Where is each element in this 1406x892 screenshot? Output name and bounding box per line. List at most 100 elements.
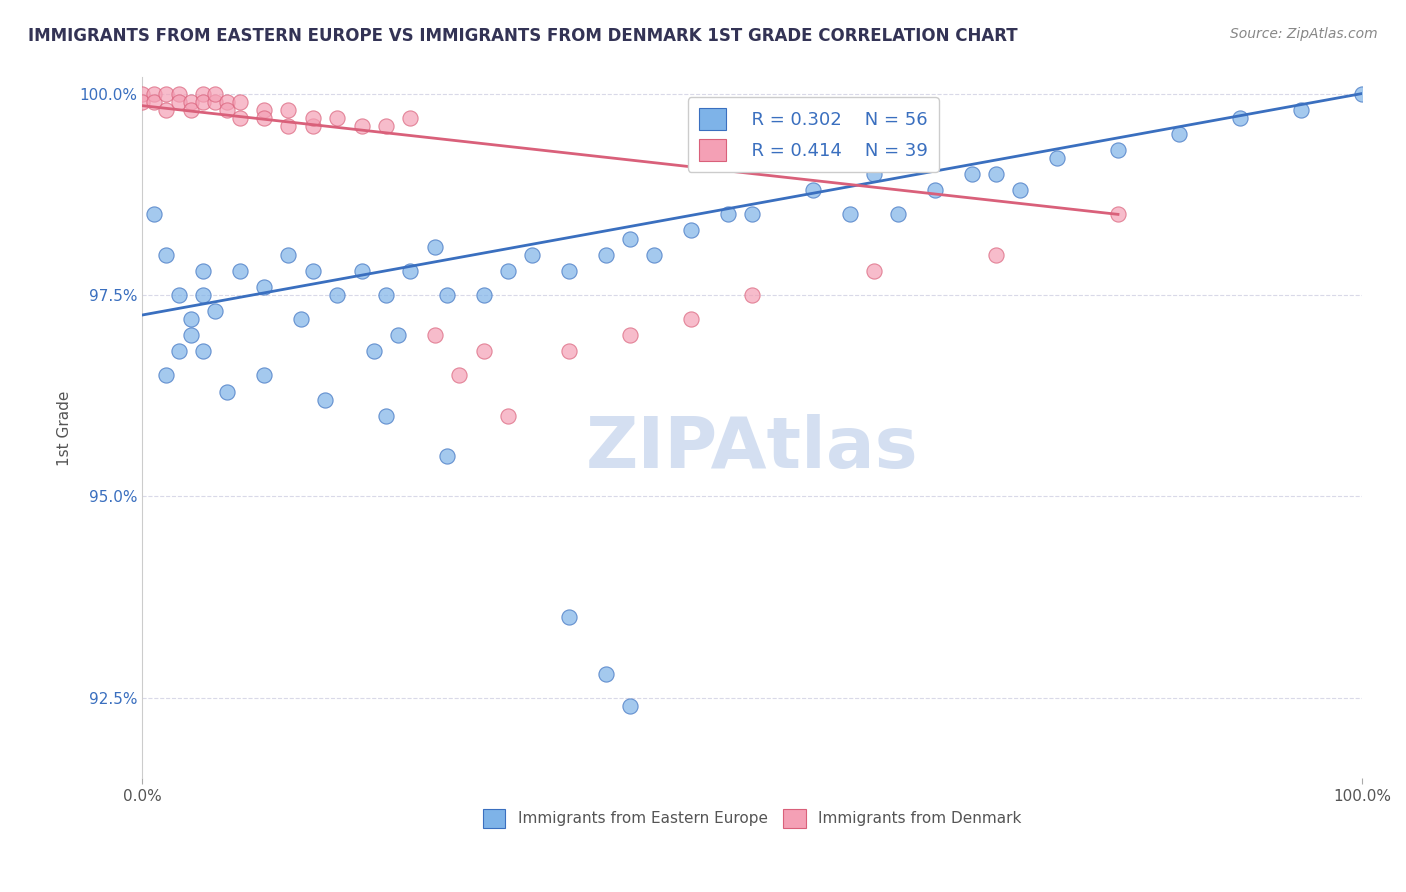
Point <box>436 449 458 463</box>
Point <box>167 344 190 359</box>
Point <box>180 95 202 109</box>
Point <box>204 304 226 318</box>
Point <box>167 288 190 302</box>
Point <box>301 111 323 125</box>
Point <box>143 95 166 109</box>
Point <box>363 344 385 359</box>
Point <box>191 264 214 278</box>
Point <box>191 87 214 101</box>
Point <box>204 95 226 109</box>
Point <box>131 87 153 101</box>
Point <box>301 119 323 133</box>
Point <box>619 328 641 343</box>
Point <box>716 207 738 221</box>
Point <box>191 344 214 359</box>
Point <box>253 368 276 383</box>
Point <box>1229 111 1251 125</box>
Point <box>472 288 495 302</box>
Point <box>314 392 336 407</box>
Point <box>277 119 299 133</box>
Point <box>301 264 323 278</box>
Point <box>1351 87 1374 101</box>
Point <box>496 264 519 278</box>
Point <box>1010 183 1032 197</box>
Point <box>155 103 177 117</box>
Point <box>558 344 581 359</box>
Point <box>326 288 349 302</box>
Point <box>167 95 190 109</box>
Point <box>167 87 190 101</box>
Point <box>228 111 250 125</box>
Point <box>155 247 177 261</box>
Point <box>350 264 373 278</box>
Point <box>558 610 581 624</box>
Point <box>1289 103 1312 117</box>
Point <box>595 247 617 261</box>
Point <box>375 288 398 302</box>
Point <box>423 328 446 343</box>
Point <box>143 87 166 101</box>
Point <box>180 312 202 326</box>
Point <box>277 247 299 261</box>
Point <box>436 288 458 302</box>
Point <box>155 368 177 383</box>
Y-axis label: 1st Grade: 1st Grade <box>58 390 72 466</box>
Point <box>863 264 886 278</box>
Point <box>253 280 276 294</box>
Point <box>399 111 422 125</box>
Point <box>595 666 617 681</box>
Point <box>522 247 544 261</box>
Point <box>399 264 422 278</box>
Point <box>191 95 214 109</box>
Point <box>741 207 763 221</box>
Point <box>277 103 299 117</box>
Point <box>838 207 860 221</box>
Point <box>326 111 349 125</box>
Point <box>375 409 398 423</box>
Point <box>180 328 202 343</box>
Point <box>887 207 910 221</box>
Text: Source: ZipAtlas.com: Source: ZipAtlas.com <box>1230 27 1378 41</box>
Point <box>423 239 446 253</box>
Point <box>1107 207 1129 221</box>
Point <box>253 111 276 125</box>
Text: ZIPAtlas: ZIPAtlas <box>586 415 918 483</box>
Point <box>801 183 824 197</box>
Text: IMMIGRANTS FROM EASTERN EUROPE VS IMMIGRANTS FROM DENMARK 1ST GRADE CORRELATION : IMMIGRANTS FROM EASTERN EUROPE VS IMMIGR… <box>28 27 1018 45</box>
Point <box>228 264 250 278</box>
Legend: Immigrants from Eastern Europe, Immigrants from Denmark: Immigrants from Eastern Europe, Immigran… <box>477 803 1028 834</box>
Point <box>217 103 239 117</box>
Point <box>387 328 409 343</box>
Point <box>619 231 641 245</box>
Point <box>290 312 312 326</box>
Point <box>449 368 471 383</box>
Point <box>679 223 702 237</box>
Point <box>191 288 214 302</box>
Point <box>155 87 177 101</box>
Point <box>643 247 665 261</box>
Point <box>228 95 250 109</box>
Point <box>217 95 239 109</box>
Point <box>496 409 519 423</box>
Point <box>1107 143 1129 157</box>
Point <box>619 698 641 713</box>
Point <box>217 384 239 399</box>
Point <box>143 207 166 221</box>
Point <box>558 264 581 278</box>
Point <box>253 103 276 117</box>
Point <box>180 103 202 117</box>
Point <box>350 119 373 133</box>
Point <box>472 344 495 359</box>
Point <box>863 167 886 181</box>
Point <box>131 95 153 109</box>
Point <box>924 183 946 197</box>
Point <box>375 119 398 133</box>
Point <box>984 167 1007 181</box>
Point <box>1046 151 1069 165</box>
Point <box>1168 127 1191 141</box>
Point <box>984 247 1007 261</box>
Point <box>204 87 226 101</box>
Point <box>741 288 763 302</box>
Point <box>679 312 702 326</box>
Point <box>960 167 983 181</box>
